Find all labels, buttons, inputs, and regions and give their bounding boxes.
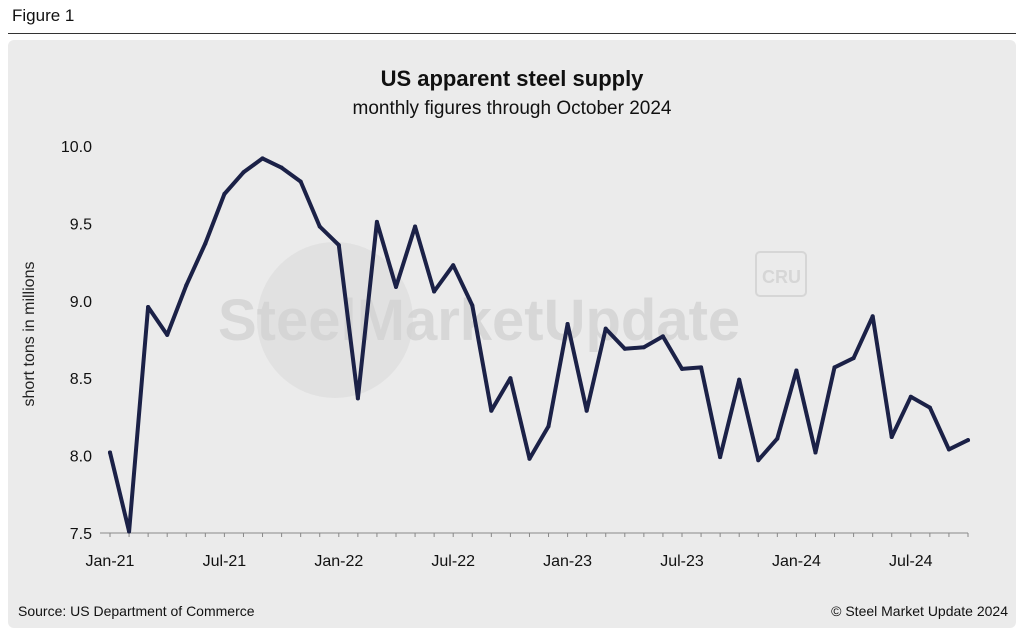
y-tick-label: 9.5 (70, 216, 92, 233)
x-tick-label: Jul-21 (203, 553, 247, 570)
data-point (394, 284, 398, 289)
y-tick-label: 10.0 (61, 139, 92, 156)
data-point (565, 322, 570, 327)
watermark-globe (257, 242, 413, 398)
data-point (851, 356, 856, 361)
data-point (355, 396, 360, 401)
series-line (108, 156, 970, 534)
data-point (203, 241, 208, 246)
x-tick-label: Jul-24 (889, 553, 933, 570)
data-point (241, 170, 246, 175)
data-point (756, 458, 761, 463)
data-point (489, 408, 494, 413)
data-point (908, 394, 913, 399)
x-tick-label: Jul-22 (431, 553, 475, 570)
data-point (336, 243, 341, 248)
y-tick-label: 9.0 (70, 294, 92, 311)
chart-panel (8, 40, 1016, 628)
x-tick-label: Jul-23 (660, 553, 704, 570)
data-point (546, 424, 551, 429)
data-point (317, 224, 322, 229)
x-tick-label: Jan-21 (86, 553, 135, 570)
source-note: Source: US Department of Commerce (18, 603, 255, 619)
data-point (660, 334, 665, 339)
data-point (775, 436, 780, 441)
chart-title: US apparent steel supply (380, 66, 644, 91)
data-point (699, 365, 704, 370)
y-tick-label: 8.0 (70, 449, 92, 466)
data-point (584, 408, 589, 413)
watermark: SteelMarketUpdate CRU (218, 242, 807, 398)
data-point (527, 456, 532, 461)
data-point (470, 303, 475, 308)
chart-subtitle: monthly figures through October 2024 (352, 98, 672, 119)
data-point (622, 346, 627, 351)
y-axis-label: short tons in millions (21, 261, 38, 407)
data-point (222, 191, 227, 196)
watermark-badge-text: CRU (762, 267, 801, 287)
y-tick-label: 7.5 (70, 526, 92, 543)
header-divider (8, 33, 1016, 34)
x-tick-label: Jan-22 (314, 553, 363, 570)
data-point (794, 368, 799, 373)
data-point (641, 345, 646, 350)
data-point (451, 263, 456, 268)
data-point (165, 332, 170, 337)
data-point (260, 156, 265, 161)
copyright-note: © Steel Market Update 2024 (831, 603, 1008, 619)
x-axis-ticks: Jan-21 Jul-21 Jan-22 Jul-22 Jan-23 Jul-23 Jan-… (86, 533, 969, 570)
data-point (966, 438, 970, 443)
data-point (508, 376, 513, 381)
data-point (603, 326, 608, 331)
data-point (832, 365, 837, 370)
data-point (813, 450, 818, 455)
data-point (927, 405, 932, 410)
data-point (946, 447, 951, 452)
data-point (146, 304, 151, 309)
data-point (718, 455, 723, 460)
data-point (432, 289, 437, 294)
y-axis-ticks: 7.5 8.0 8.5 9.0 9.5 10.0 (61, 139, 92, 543)
data-point (737, 377, 742, 382)
watermark-badge (755, 251, 807, 297)
data-point (184, 283, 189, 288)
x-tick-label: Jan-24 (772, 553, 821, 570)
x-tick-label: Jan-23 (543, 553, 592, 570)
data-point (374, 219, 379, 224)
data-point (870, 314, 875, 319)
data-point (279, 165, 284, 170)
data-point (108, 450, 112, 455)
data-point (889, 435, 894, 440)
data-point (127, 529, 132, 534)
y-tick-label: 8.5 (70, 371, 92, 388)
data-point (680, 366, 684, 371)
data-point (413, 224, 418, 229)
data-point (298, 179, 303, 184)
figure-label: Figure 1 (12, 6, 75, 25)
series-points (108, 156, 970, 534)
